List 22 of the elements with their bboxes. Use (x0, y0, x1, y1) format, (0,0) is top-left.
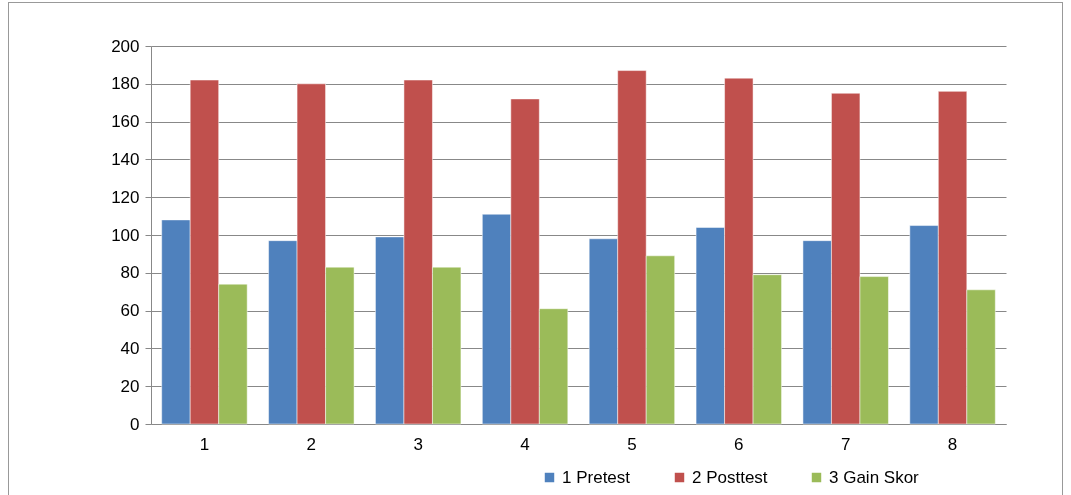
legend-label: 2 Posttest (692, 467, 768, 487)
y-tick-label: 80 (120, 263, 140, 283)
y-tick-label: 20 (120, 376, 140, 396)
x-tick-label: 6 (734, 434, 744, 454)
x-tick-label: 2 (306, 434, 317, 454)
x-tick-label: 3 (413, 434, 423, 454)
legend-label: 3 Gain Skor (829, 467, 920, 487)
legend-label: 1 Pretest (562, 467, 631, 487)
x-tick-label: 1 (199, 434, 210, 454)
y-tick-label: 100 (111, 225, 140, 245)
y-tick-label: 120 (111, 187, 140, 207)
x-tick-label: 8 (947, 434, 958, 454)
y-tick-label: 180 (111, 74, 140, 94)
y-tick-label: 200 (111, 36, 140, 56)
y-tick-label: 0 (130, 414, 140, 434)
y-tick-label: 140 (111, 149, 140, 169)
y-tick-label: 60 (120, 301, 140, 321)
y-tick-label: 40 (120, 338, 140, 358)
y-tick-label: 160 (111, 112, 140, 132)
x-tick-label: 4 (520, 434, 530, 454)
x-tick-label: 7 (840, 434, 851, 454)
x-tick-label: 5 (627, 434, 637, 454)
